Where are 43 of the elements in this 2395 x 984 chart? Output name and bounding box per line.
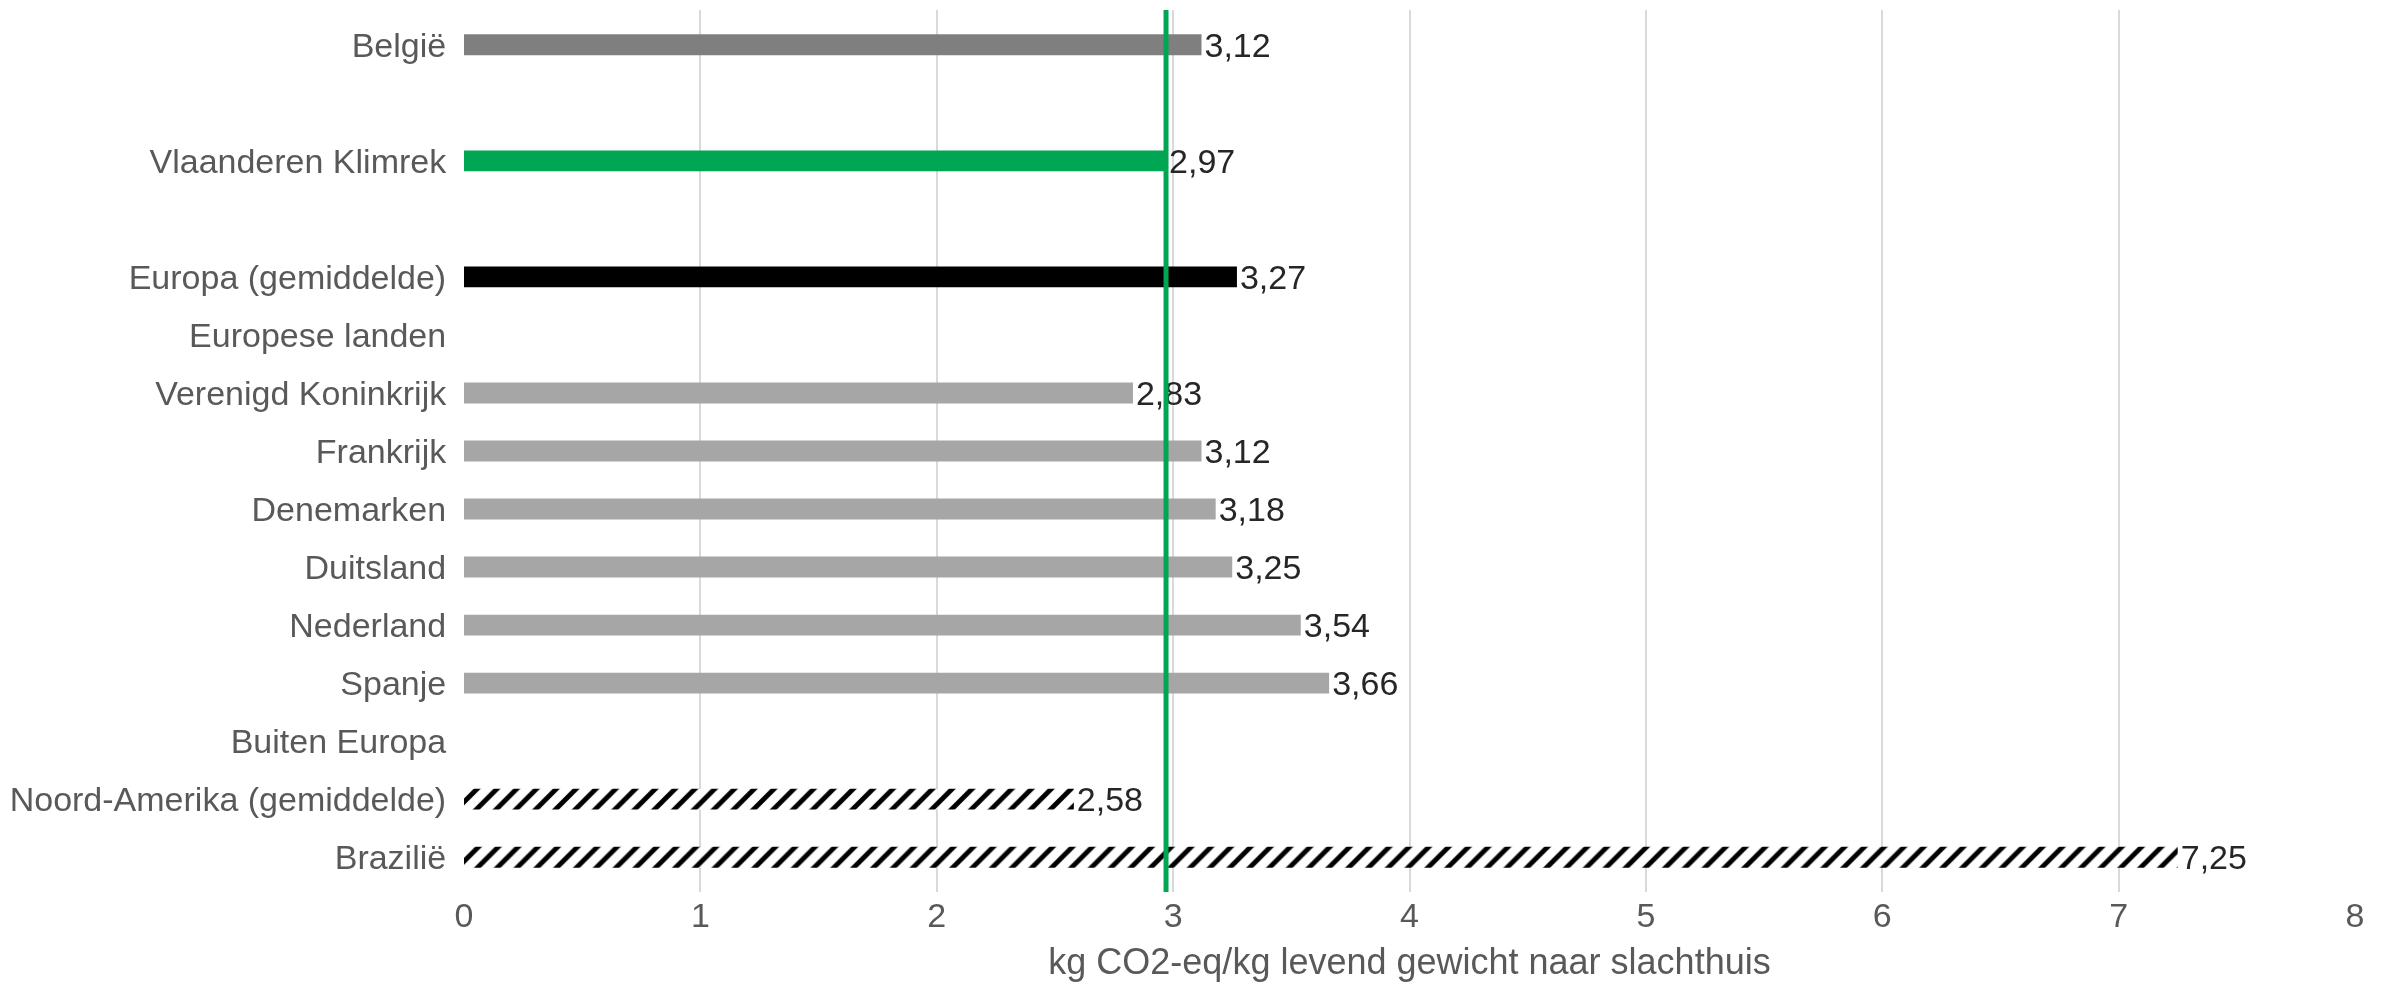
x-tick-label: 5	[1636, 896, 1656, 934]
y-tick-label: Nederland	[289, 605, 447, 644]
x-tick-label: 7	[2109, 896, 2129, 934]
y-tick-label: Duitsland	[304, 547, 447, 586]
bar	[464, 382, 1133, 404]
x-axis-title: kg CO2-eq/kg levend gewicht naar slachthuis	[1048, 940, 1771, 982]
x-tick-label: 3	[1163, 896, 1183, 934]
data-label: 3,25	[1235, 548, 1302, 587]
bar	[464, 266, 1237, 288]
data-label: 2,58	[1076, 780, 1144, 819]
x-tick-label: 8	[2345, 896, 2365, 934]
bar	[464, 788, 1074, 810]
bar	[464, 440, 1202, 462]
y-tick-label: Buiten Europa	[230, 722, 447, 761]
y-tick-label: Spanje	[340, 664, 447, 703]
bar	[464, 556, 1233, 578]
bar	[464, 672, 1330, 694]
bar	[464, 846, 2178, 868]
bar	[464, 614, 1301, 636]
y-tick-label: Noord-Amerika (gemiddelde)	[9, 780, 447, 819]
data-label: 2,97	[1169, 141, 1236, 180]
data-label: 3,12	[1204, 25, 1271, 64]
data-label: 7,25	[2180, 838, 2247, 877]
x-tick-label: 4	[1400, 896, 1419, 934]
y-tick-label: Brazilië	[334, 838, 447, 877]
data-label: 3,18	[1218, 490, 1285, 529]
y-tick-label: Vlaanderen Klimrek	[149, 141, 448, 180]
x-tick-label: 6	[1872, 896, 1892, 934]
data-label: 3,66	[1332, 664, 1399, 703]
x-tick-label: 1	[690, 896, 710, 934]
y-tick-label: Frankrijk	[315, 431, 448, 470]
y-tick-label: België	[351, 25, 447, 64]
bar	[464, 498, 1216, 520]
y-tick-label: Europa (gemiddelde)	[128, 257, 447, 296]
bar	[464, 34, 1202, 56]
y-tick-label: Denemarken	[251, 489, 447, 528]
y-tick-label: Europese landen	[189, 315, 447, 354]
x-tick-label: 0	[454, 896, 474, 934]
x-tick-label: 2	[927, 896, 947, 934]
data-label: 3,27	[1239, 257, 1307, 296]
data-label: 3,54	[1303, 606, 1370, 645]
y-tick-label: Verenigd Koninkrijk	[155, 373, 448, 412]
data-label: 3,12	[1204, 432, 1271, 470]
